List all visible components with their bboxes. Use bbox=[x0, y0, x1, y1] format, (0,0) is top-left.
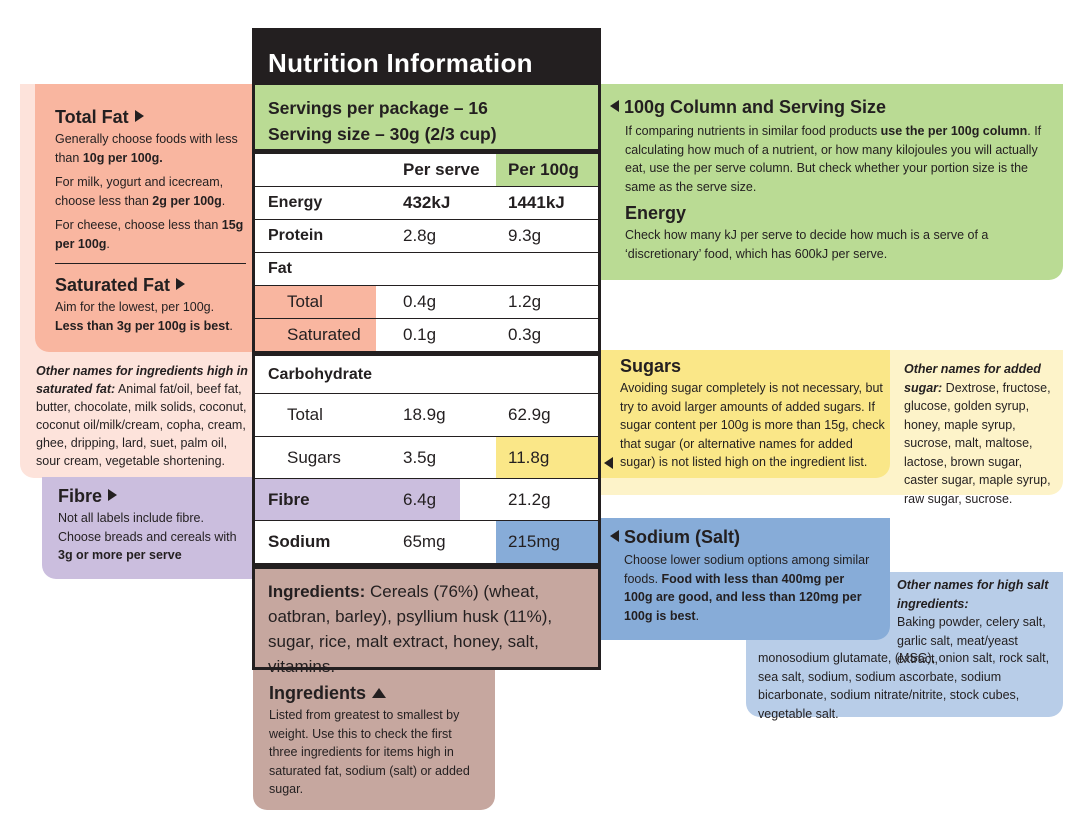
sugar-names-text: Other names for added sugar: Dextrose, f… bbox=[904, 362, 1051, 506]
saturated-fat-info: Saturated Fat Aim for the lowest, per 10… bbox=[55, 274, 250, 335]
value-per-serve: 0.4g bbox=[403, 292, 437, 311]
column-info-heading: 100g Column and Serving Size bbox=[610, 96, 1045, 118]
value-per-100g: 1.2g bbox=[508, 292, 542, 311]
total-fat-heading: Total Fat bbox=[55, 106, 250, 128]
arrow-left-icon bbox=[610, 530, 619, 542]
row-fat-saturated: Saturated 0.1g 0.3g bbox=[255, 319, 598, 356]
value-per-serve: 18.9g bbox=[403, 405, 446, 424]
row-sodium: Sodium 65mg 215mg bbox=[255, 521, 598, 569]
nutrient-name: Energy bbox=[268, 194, 323, 211]
column-info-panel: 100g Column and Serving Size If comparin… bbox=[598, 84, 1063, 280]
nutrient-name: Sugars bbox=[287, 447, 341, 467]
row-protein: Protein 2.8g 9.3g bbox=[255, 220, 598, 253]
fat-panel bbox=[35, 84, 260, 352]
salt-names-tab bbox=[892, 572, 1063, 652]
nutrient-name: Total bbox=[287, 405, 323, 424]
row-carb-total: Total 18.9g 62.9g bbox=[255, 394, 598, 437]
value-per-100g: 1441kJ bbox=[508, 193, 565, 212]
salt-names-list: monosodium glutamate, (MSG), onion salt,… bbox=[758, 651, 1050, 721]
label-title: Nutrition Information bbox=[268, 48, 533, 78]
nutrition-label: Nutrition Information Servings per packa… bbox=[252, 28, 601, 676]
fibre-highlight bbox=[255, 479, 460, 520]
ingredients-info-heading: Ingredients bbox=[269, 682, 495, 704]
arrow-right-icon bbox=[176, 278, 186, 290]
value-per-100g: 0.3g bbox=[508, 325, 542, 344]
col-per-serve: Per serve bbox=[403, 160, 480, 179]
arrow-right-icon bbox=[108, 489, 118, 501]
nutrient-name: Fat bbox=[268, 260, 292, 277]
serving-size: Serving size – 30g (2/3 cup) bbox=[268, 124, 497, 144]
fibre-panel: Fibre Not all labels include fibre. Choo… bbox=[42, 477, 260, 579]
ingredients-box: Ingredients: Cereals (76%) (wheat, oatbr… bbox=[255, 569, 598, 676]
value-per-serve: 65mg bbox=[403, 532, 446, 551]
nutrient-name: Carbohydrate bbox=[268, 365, 373, 383]
nutrient-name: Protein bbox=[268, 227, 324, 244]
energy-heading: Energy bbox=[625, 203, 687, 223]
ingredients-label: Ingredients: bbox=[268, 582, 366, 601]
value-per-100g: 9.3g bbox=[508, 226, 542, 245]
servings-box: Servings per package – 16 Serving size –… bbox=[255, 85, 598, 154]
nutrient-name: Saturated bbox=[255, 319, 376, 351]
sodium-panel: Sodium (Salt) Choose lower sodium option… bbox=[598, 518, 890, 640]
sugars-panel: Sugars Avoiding sugar completely is not … bbox=[598, 350, 890, 478]
total-fat-info: Total Fat Generally choose foods with le… bbox=[55, 106, 250, 253]
sat-fat-names-text: Other names for ingredients high in satu… bbox=[36, 364, 248, 468]
row-sugars: Sugars 3.5g 11.8g bbox=[255, 437, 598, 479]
value-per-serve: 0.1g bbox=[403, 325, 437, 344]
sugars-heading: Sugars bbox=[620, 356, 682, 376]
arrow-up-icon bbox=[372, 688, 387, 698]
value-per-serve: 432kJ bbox=[403, 193, 451, 212]
ingredients-info-panel: Ingredients Listed from greatest to smal… bbox=[253, 668, 495, 810]
row-fibre: Fibre 6.4g 21.2g bbox=[255, 479, 598, 521]
nutrient-name: Total bbox=[255, 286, 376, 318]
fat-divider bbox=[55, 263, 246, 264]
row-fat: Fat bbox=[255, 253, 598, 286]
nutrient-name: Sodium bbox=[268, 532, 331, 551]
value-per-serve: 6.4g bbox=[403, 489, 437, 509]
arrow-left-icon bbox=[610, 100, 619, 112]
value-per-100g: 11.8g bbox=[496, 437, 598, 478]
sodium-heading: Sodium (Salt) bbox=[610, 526, 890, 548]
value-per-serve: 3.5g bbox=[403, 447, 437, 467]
ingredients-text: Cereals (76%) (wheat, oatbran, barley), … bbox=[268, 582, 553, 676]
fibre-heading: Fibre bbox=[58, 485, 260, 507]
value-per-serve: 2.8g bbox=[403, 226, 437, 245]
value-per-100g: 62.9g bbox=[508, 405, 551, 424]
value-per-100g: 21.2g bbox=[508, 489, 551, 509]
label-title-bar: Nutrition Information bbox=[255, 31, 598, 85]
nutrient-name: Fibre bbox=[268, 489, 310, 509]
label-header-row: Per serve Per 100g bbox=[255, 154, 598, 187]
servings-per-package: Servings per package – 16 bbox=[268, 98, 488, 118]
salt-names-lead: Other names for high salt ingredients: Ba… bbox=[897, 578, 1049, 666]
arrow-left-icon bbox=[604, 457, 613, 469]
row-energy: Energy 432kJ 1441kJ bbox=[255, 187, 598, 220]
value-per-100g: 215mg bbox=[496, 521, 598, 563]
col-per-100g: Per 100g bbox=[496, 154, 598, 186]
saturated-fat-heading: Saturated Fat bbox=[55, 274, 250, 296]
row-carbohydrate: Carbohydrate bbox=[255, 356, 598, 394]
row-fat-total: Total 0.4g 1.2g bbox=[255, 286, 598, 319]
arrow-right-icon bbox=[134, 110, 144, 122]
